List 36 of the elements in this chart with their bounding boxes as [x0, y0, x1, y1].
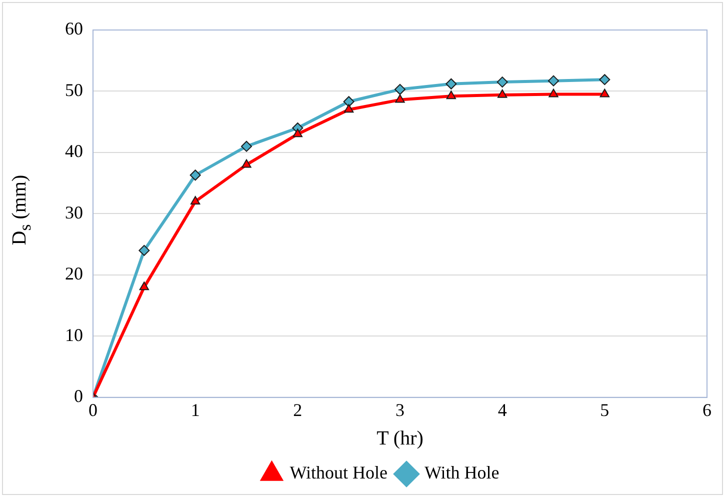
x-tick-label: 4 — [498, 400, 507, 420]
point — [496, 76, 508, 88]
point — [498, 89, 508, 98]
point — [395, 94, 405, 103]
point — [446, 78, 457, 90]
x-tick-label: 0 — [88, 400, 98, 420]
x-tick-label: 2 — [293, 400, 302, 420]
legend-label: Without Hole — [290, 462, 388, 483]
point — [548, 88, 558, 98]
point — [138, 244, 150, 256]
point — [139, 282, 149, 290]
point — [446, 90, 456, 100]
point — [394, 84, 406, 95]
y-tick-label: 10 — [65, 324, 83, 345]
x-tick-label: 6 — [702, 400, 712, 420]
point — [600, 88, 610, 98]
point — [599, 74, 610, 86]
x-axis-title: T (hr) — [376, 427, 424, 450]
x-tick-label: 1 — [190, 400, 200, 420]
y-tick-label: 30 — [65, 202, 83, 222]
point — [190, 170, 201, 181]
point — [343, 96, 354, 108]
point — [242, 159, 252, 168]
y-tick-label: 20 — [65, 264, 83, 284]
point — [241, 140, 252, 152]
y-tick-label: 50 — [65, 80, 83, 100]
point — [548, 75, 559, 86]
x-tick-label: 5 — [600, 400, 610, 420]
y-tick-label: 40 — [65, 141, 83, 162]
legend-label: With Hole — [424, 462, 500, 483]
point — [190, 196, 200, 204]
y-tick-label: 0 — [74, 386, 83, 406]
y-tick-label: 60 — [65, 18, 83, 39]
point — [344, 104, 354, 113]
point — [292, 128, 302, 138]
x-tick-label: 3 — [396, 400, 404, 420]
